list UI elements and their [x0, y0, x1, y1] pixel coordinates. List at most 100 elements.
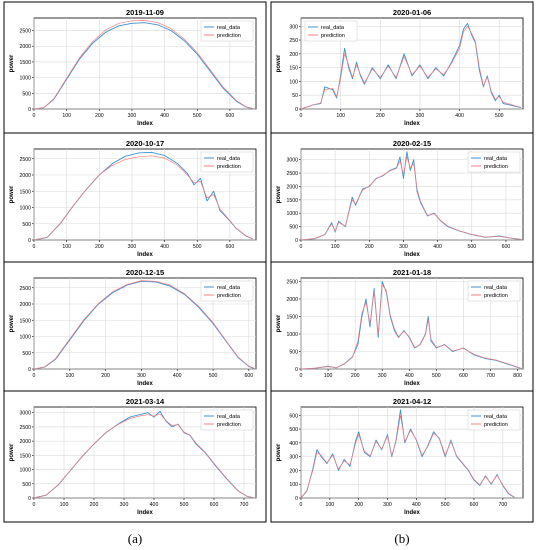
y-tick-label: 500 [289, 350, 298, 356]
y-tick-label: 1000 [19, 76, 31, 82]
x-tick-label: 500 [495, 113, 504, 119]
y-tick-label: 1000 [19, 335, 31, 341]
series-line-prediction [300, 284, 522, 370]
x-tick-label: 100 [324, 373, 333, 379]
x-tick-label: 0 [33, 502, 36, 508]
x-tick-label: 500 [193, 244, 202, 250]
x-tick-label: 600 [459, 373, 468, 379]
y-axis-label: power [276, 443, 282, 461]
y-tick-label: 50 [292, 93, 298, 99]
x-tick-label: 500 [180, 502, 189, 508]
y-tick-label: 2000 [19, 44, 31, 50]
y-tick-label: 200 [289, 52, 298, 58]
x-tick-label: 0 [300, 502, 303, 508]
y-tick-label: 0 [28, 496, 31, 502]
series-line-prediction [33, 155, 253, 241]
x-tick-label: 600 [470, 502, 479, 508]
y-tick-label: 2000 [286, 297, 298, 303]
y-tick-label: 0 [28, 367, 31, 373]
legend-box [467, 151, 521, 173]
series-line-prediction [300, 414, 515, 499]
chart-title: 2021-01-18 [393, 268, 431, 277]
y-tick-label: 2500 [286, 171, 298, 177]
series-line-prediction [300, 156, 522, 241]
chart-2021-04-12: 0 100 200 300 400 500 600 0 100 200 300 400 500 600 70… [276, 397, 524, 516]
y-tick-label: 100 [289, 79, 298, 85]
legend-box [467, 409, 521, 431]
y-axis-label: power [9, 443, 15, 461]
x-tick-label: 600 [226, 113, 235, 119]
y-tick-label: 2500 [19, 425, 31, 431]
x-tick-label: 100 [60, 502, 69, 508]
x-tick-label: 300 [383, 502, 392, 508]
y-tick-label: 1000 [286, 332, 298, 338]
y-tick-label: 300 [289, 24, 298, 30]
y-tick-label: 1500 [19, 318, 31, 324]
y-tick-label: 1500 [19, 60, 31, 66]
x-axis-label: Index [404, 510, 420, 516]
chart-2020-01-06: 0 50 100 150 200 250 300 0 100 200 300 400 500 2020-0… [276, 8, 524, 127]
x-tick-label: 500 [441, 502, 450, 508]
caption-b: (b) [394, 531, 409, 546]
y-tick-label: 500 [22, 222, 31, 228]
legend-box [200, 20, 254, 42]
y-tick-label: 2500 [19, 157, 31, 163]
y-axis-label: power [9, 185, 15, 203]
x-tick-label: 100 [62, 244, 71, 250]
legend-label: prediction [217, 422, 241, 428]
series-line-real_data [33, 280, 255, 370]
y-tick-label: 2000 [19, 173, 31, 179]
y-tick-label: 500 [289, 427, 298, 433]
y-tick-label: 100 [289, 482, 298, 488]
x-tick-label: 200 [351, 373, 360, 379]
chart-2021-01-18: 0 500 1000 1500 2000 2500 0 100 200 300 400 500 600 7… [276, 268, 524, 387]
x-tick-label: 600 [502, 244, 511, 250]
x-axis-label: Index [404, 252, 420, 258]
y-axis-label: power [9, 54, 15, 72]
x-axis-label: Index [137, 121, 153, 127]
x-tick-label: 700 [240, 502, 249, 508]
x-tick-label: 200 [101, 373, 110, 379]
legend-label: prediction [217, 33, 241, 39]
x-tick-label: 400 [455, 113, 464, 119]
series-line-prediction [33, 413, 254, 499]
x-tick-label: 400 [173, 373, 182, 379]
y-tick-label: 200 [289, 468, 298, 474]
y-tick-label: 1500 [19, 453, 31, 459]
x-tick-label: 100 [336, 113, 345, 119]
x-tick-label: 600 [226, 244, 235, 250]
x-tick-label: 500 [467, 244, 476, 250]
y-tick-label: 1000 [286, 211, 298, 217]
chart-title: 2020-12-15 [126, 268, 164, 277]
y-tick-label: 250 [289, 38, 298, 44]
x-tick-label: 300 [137, 373, 146, 379]
x-tick-label: 500 [193, 113, 202, 119]
x-tick-label: 100 [326, 502, 335, 508]
x-tick-label: 500 [432, 373, 441, 379]
x-tick-label: 600 [210, 502, 219, 508]
legend-label: prediction [321, 33, 345, 39]
y-tick-label: 2000 [19, 439, 31, 445]
legend-label: prediction [484, 422, 508, 428]
x-axis-label: Index [137, 510, 153, 516]
x-tick-label: 0 [33, 113, 36, 119]
y-tick-label: 0 [295, 496, 298, 502]
x-axis-label: Index [137, 252, 153, 258]
x-tick-label: 400 [405, 373, 414, 379]
y-tick-label: 0 [28, 238, 31, 244]
series-line-prediction [33, 20, 253, 110]
x-tick-label: 300 [120, 502, 129, 508]
x-tick-label: 200 [365, 244, 374, 250]
y-axis-label: power [276, 314, 282, 332]
x-tick-label: 100 [62, 113, 71, 119]
x-tick-label: 0 [300, 244, 303, 250]
series-line-prediction [33, 280, 255, 370]
legend-label: real_data [484, 285, 508, 291]
legend-box [200, 409, 254, 431]
y-tick-label: 0 [295, 107, 298, 113]
caption-a: (a) [128, 531, 142, 546]
y-tick-label: 500 [22, 482, 31, 488]
x-axis-label: Index [404, 121, 420, 127]
